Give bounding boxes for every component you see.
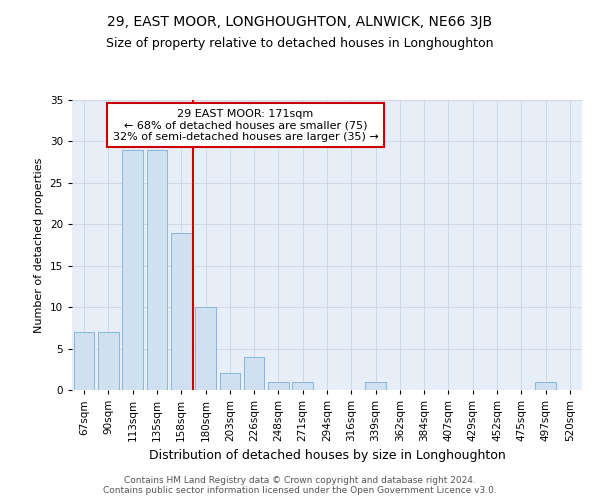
Bar [244, 357, 265, 390]
Bar [74, 332, 94, 390]
Bar [146, 150, 167, 390]
Bar [195, 307, 216, 390]
Text: Contains HM Land Registry data © Crown copyright and database right 2024.
Contai: Contains HM Land Registry data © Crown c… [103, 476, 497, 495]
Y-axis label: Number of detached properties: Number of detached properties [34, 158, 44, 332]
X-axis label: Distribution of detached houses by size in Longhoughton: Distribution of detached houses by size … [149, 450, 505, 462]
Bar [268, 382, 289, 390]
Text: Size of property relative to detached houses in Longhoughton: Size of property relative to detached ho… [106, 38, 494, 51]
Text: 29, EAST MOOR, LONGHOUGHTON, ALNWICK, NE66 3JB: 29, EAST MOOR, LONGHOUGHTON, ALNWICK, NE… [107, 15, 493, 29]
Text: 29 EAST MOOR: 171sqm
← 68% of detached houses are smaller (75)
32% of semi-detac: 29 EAST MOOR: 171sqm ← 68% of detached h… [113, 108, 378, 142]
Bar [122, 150, 143, 390]
Bar [535, 382, 556, 390]
Bar [365, 382, 386, 390]
Bar [98, 332, 119, 390]
Bar [171, 232, 191, 390]
Bar [220, 374, 240, 390]
Bar [292, 382, 313, 390]
